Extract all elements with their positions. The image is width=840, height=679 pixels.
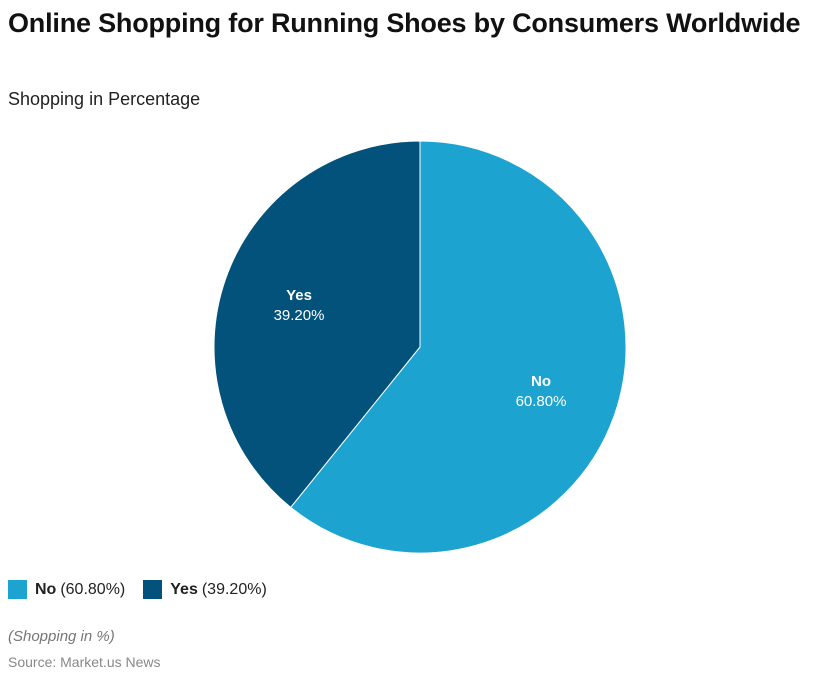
slice-label-yes-value: 39.20%	[274, 307, 325, 324]
chart-title: Online Shopping for Running Shoes by Con…	[8, 8, 801, 38]
unit-note: (Shopping in %)	[8, 628, 115, 645]
slice-label-yes-name: Yes	[286, 287, 312, 304]
pie-slice-no[interactable]	[289, 140, 627, 554]
chart-subtitle: Shopping in Percentage	[8, 89, 201, 109]
pie-chart: Yes 39.20% No 60.80%	[213, 140, 627, 554]
legend-value-no: (60.80%)	[60, 580, 126, 598]
slice-label-no-name: No	[531, 373, 551, 390]
legend-swatch-no	[8, 580, 27, 599]
legend-label-no: No	[35, 580, 57, 598]
source-credit: Source: Market.us News	[8, 654, 161, 670]
slice-label-no-value: 60.80%	[516, 393, 567, 410]
legend-item-yes[interactable]: Yes (39.20%)	[143, 580, 267, 599]
legend-item-no[interactable]: No (60.80%)	[8, 580, 125, 599]
legend-swatch-yes	[143, 580, 163, 599]
pie-slice-yes[interactable]	[213, 140, 421, 509]
legend-label-yes: Yes	[170, 580, 198, 598]
legend-value-yes: (39.20%)	[201, 580, 267, 598]
legend: No (60.80%) Yes (39.20%)	[8, 580, 267, 599]
